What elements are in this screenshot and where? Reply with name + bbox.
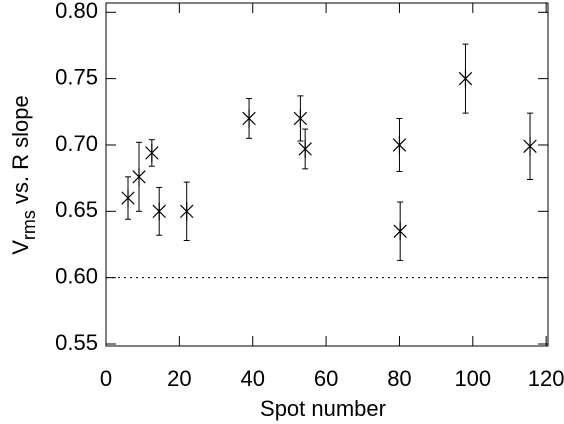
x-tick-label: 60 — [314, 366, 338, 391]
point — [393, 222, 407, 241]
point — [458, 69, 473, 88]
y-tick-label: 0.70 — [55, 131, 98, 156]
y-tick-label: 0.65 — [55, 197, 98, 222]
y-axis-label: Vrmsvs. R slope — [8, 95, 39, 255]
point — [293, 109, 308, 128]
y-tick-label: 0.80 — [55, 0, 98, 23]
point — [145, 143, 159, 162]
point — [242, 109, 256, 128]
x-axis-label: Spot number — [260, 396, 386, 421]
x-tick-label: 80 — [387, 366, 411, 391]
point — [392, 135, 407, 154]
y-tick-label: 0.75 — [55, 64, 98, 89]
y-tick-label: 0.55 — [55, 330, 98, 355]
x-tick-label: 20 — [167, 366, 191, 391]
point — [121, 189, 135, 208]
x-tick-label: 120 — [528, 366, 564, 391]
x-tick-label: 0 — [100, 366, 112, 391]
point — [132, 167, 146, 186]
x-tick-label: 100 — [454, 366, 491, 391]
x-tick-label: 40 — [240, 366, 264, 391]
y-tick-label: 0.60 — [55, 263, 98, 288]
point — [298, 139, 312, 158]
plot-frame — [105, 2, 549, 347]
point — [523, 137, 537, 156]
point — [179, 202, 194, 221]
point — [152, 202, 166, 221]
